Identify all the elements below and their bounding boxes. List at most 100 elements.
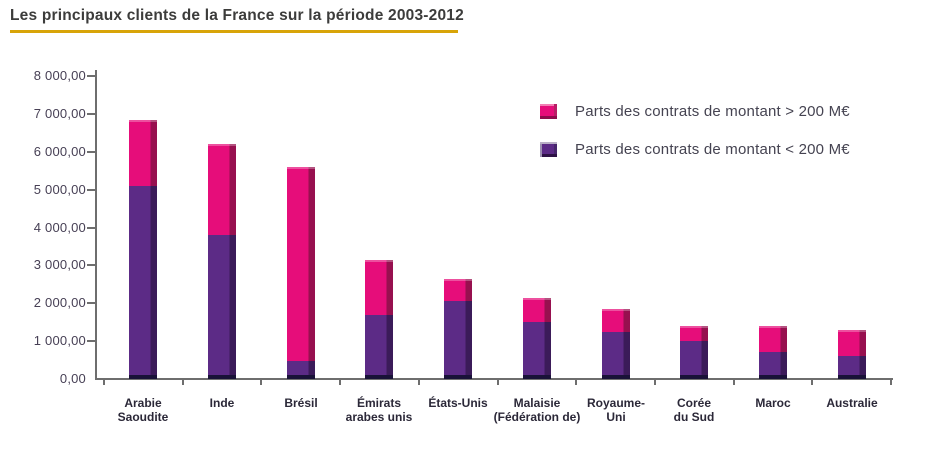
x-tick-mark [260, 380, 263, 385]
y-tick-label: 7 000,00 [33, 105, 86, 121]
bar-segment-over-200 [602, 309, 630, 332]
x-category-label-line: Inde [209, 396, 235, 410]
y-tick-mark [87, 226, 96, 229]
x-category-label: États-Unis [403, 396, 513, 410]
bar-segment-under-200 [838, 356, 866, 375]
bar-arabie-saoudite [129, 120, 157, 379]
bar-br-sil [287, 167, 315, 379]
bar-base-shadow [444, 375, 472, 379]
bar-segment-under-200 [523, 322, 551, 375]
page-title: Les principaux clients de la France sur … [10, 7, 464, 24]
x-category-label: Inde [167, 396, 277, 410]
bar-base-shadow [129, 375, 157, 379]
x-axis-line [95, 378, 893, 380]
bar--mirats-arabes-unis [365, 260, 393, 379]
bar-segment-over-200 [838, 330, 866, 356]
x-category-label: Brésil [246, 396, 356, 410]
bar-base-shadow [759, 375, 787, 379]
x-category-label-line: Émirats [356, 396, 402, 410]
legend-label-under-200: Parts des contrats de montant < 200 M€ [575, 141, 850, 158]
bar-segment-over-200 [208, 144, 236, 235]
legend-item-under-200: Parts des contrats de montant < 200 M€ [540, 141, 850, 158]
bar-royaume-uni [602, 309, 630, 379]
y-tick-mark [87, 150, 96, 153]
x-tick-mark [653, 380, 656, 385]
x-category-label-line: Uni [606, 410, 626, 424]
bar-base-shadow [365, 375, 393, 379]
bar-segment-over-200 [129, 120, 157, 186]
bar-segment-under-200 [444, 301, 472, 375]
x-category-label: Émirats arabes unis [324, 396, 434, 424]
bar-base-shadow [680, 375, 708, 379]
x-tick-mark [339, 380, 342, 385]
y-tick-label: 5 000,00 [33, 181, 86, 197]
bar-cor-e-du-sud [680, 326, 708, 379]
x-category-label-line: Maroc [755, 396, 791, 410]
x-category-label: Malaisie (Fédération de) [482, 396, 592, 424]
bar-segment-over-200 [287, 167, 315, 361]
bar-base-shadow [838, 375, 866, 379]
x-tick-mark [181, 380, 184, 385]
y-tick-label: 6 000,00 [33, 143, 86, 159]
x-category-label-line: du Sud [673, 410, 715, 424]
x-category-label: Maroc [718, 396, 828, 410]
bar-segment-over-200 [759, 326, 787, 352]
y-tick-mark [87, 302, 96, 305]
x-tick-mark [496, 380, 499, 385]
x-category-label: Australie [797, 396, 907, 410]
legend-swatch-pink-icon [540, 104, 557, 119]
x-tick-mark [811, 380, 814, 385]
bar-segment-over-200 [365, 260, 393, 315]
bar-segment-under-200 [680, 341, 708, 375]
bar--tats-unis [444, 279, 472, 379]
x-category-label: Corée du Sud [639, 396, 749, 424]
y-tick-mark [87, 264, 96, 267]
x-category-label-line: Corée [676, 396, 711, 410]
x-category-label-line: Saoudite [117, 410, 169, 424]
y-tick-mark [87, 75, 96, 77]
x-tick-mark [575, 380, 578, 385]
bar-segment-over-200 [680, 326, 708, 341]
y-tick-mark [87, 112, 96, 115]
x-category-label: Arabie Saoudite [88, 396, 198, 424]
y-tick-label: 0,00 [59, 371, 86, 386]
bar-segment-under-200 [365, 315, 393, 375]
x-tick-mark [103, 380, 105, 385]
legend-swatch-purple-icon [540, 142, 557, 157]
y-tick-mark [87, 340, 96, 343]
y-tick-label: 3 000,00 [33, 257, 86, 273]
x-category-label-line: arabes unis [345, 410, 413, 424]
bar-segment-under-200 [759, 352, 787, 375]
bar-base-shadow [602, 375, 630, 379]
bar-segment-under-200 [129, 186, 157, 375]
y-tick-label: 4 000,00 [33, 219, 86, 235]
x-category-label-line: Arabie [124, 396, 162, 410]
x-category-label-line: États-Unis [428, 396, 488, 410]
bar-inde [208, 144, 236, 379]
chart-legend: Parts des contrats de montant > 200 M€ P… [540, 103, 850, 179]
y-tick-label: 8 000,00 [33, 68, 86, 83]
bar-segment-under-200 [287, 361, 315, 375]
bar-australie [838, 330, 866, 379]
y-tick-label: 1 000,00 [33, 333, 86, 349]
x-tick-mark [732, 380, 735, 385]
bar-segment-under-200 [208, 235, 236, 375]
legend-item-over-200: Parts des contrats de montant > 200 M€ [540, 103, 850, 120]
x-category-label: Royaume- Uni [561, 396, 671, 424]
x-category-label-line: Royaume- [586, 396, 645, 410]
bar-base-shadow [287, 375, 315, 379]
bar-maroc [759, 326, 787, 379]
x-category-label-line: Malaisie [513, 396, 561, 410]
x-category-label-line: (Fédération de) [493, 410, 581, 424]
x-category-label-line: Australie [826, 396, 878, 410]
x-tick-mark [890, 380, 892, 385]
bar-malaisie-f-d-ration-de- [523, 298, 551, 379]
y-tick-label: 2 000,00 [33, 295, 86, 311]
x-category-label-line: Brésil [284, 396, 318, 410]
x-tick-mark [417, 380, 420, 385]
title-underline [10, 30, 458, 33]
bar-base-shadow [523, 375, 551, 379]
bar-segment-under-200 [602, 332, 630, 375]
